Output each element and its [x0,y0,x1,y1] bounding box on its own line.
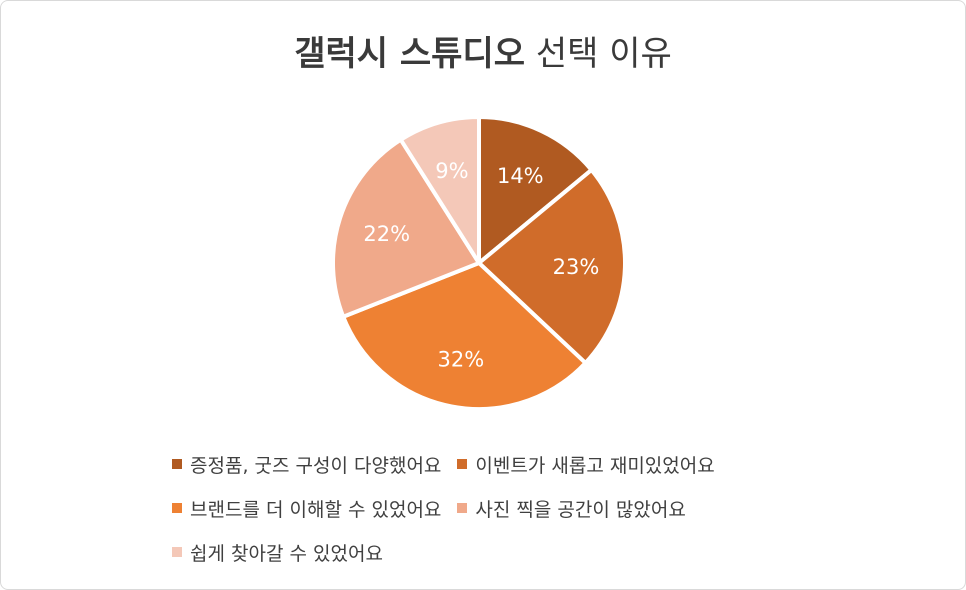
pie-data-label: 23% [553,255,600,279]
pie-data-label: 14% [497,164,544,188]
pie-data-label: 9% [435,159,468,183]
legend-swatch [457,503,468,513]
legend-label: 쉽게 찾아갈 수 있었어요 [190,542,383,565]
legend-swatch [457,459,468,469]
legend-label: 브랜드를 더 이해할 수 있었어요 [190,498,442,521]
chart-title-bold: 갤럭시 스튜디오 [294,34,526,74]
pie-slice [341,261,588,411]
legend-row-3: 쉽게 찾아갈 수 있었어요 [172,537,399,567]
legend-swatch [172,547,182,557]
legend-item: 브랜드를 더 이해할 수 있었어요 [172,495,441,522]
legend-item: 사진 찍을 공간이 많았어요 [457,495,686,522]
pie-slice [477,167,627,365]
legend-swatch [172,459,182,469]
pie-slice [398,115,481,265]
pie-slice [477,115,594,265]
legend-item: 이벤트가 새롭고 재미있었어요 [457,451,715,478]
legend-row-2: 브랜드를 더 이해할 수 있었어요 사진 찍을 공간이 많았어요 [172,493,702,523]
legend-item: 증정품, 굿즈 구성이 다양했어요 [172,451,441,478]
legend-swatch [172,503,182,513]
pie-slice [331,137,481,319]
legend-label: 이벤트가 새롭고 재미있었어요 [475,454,715,477]
legend-item: 쉽게 찾아갈 수 있었어요 [172,539,383,566]
chart-title: 갤럭시 스튜디오 선택 이유 [0,26,966,75]
pie-data-label: 22% [363,222,410,246]
pie-data-label: 32% [437,347,484,371]
legend-row-1: 증정품, 굿즈 구성이 다양했어요 이벤트가 새롭고 재미있었어요 [172,449,731,479]
legend-label: 사진 찍을 공간이 많았어요 [475,498,686,521]
legend-label: 증정품, 굿즈 구성이 다양했어요 [190,454,442,477]
chart-title-rest: 선택 이유 [535,34,672,74]
